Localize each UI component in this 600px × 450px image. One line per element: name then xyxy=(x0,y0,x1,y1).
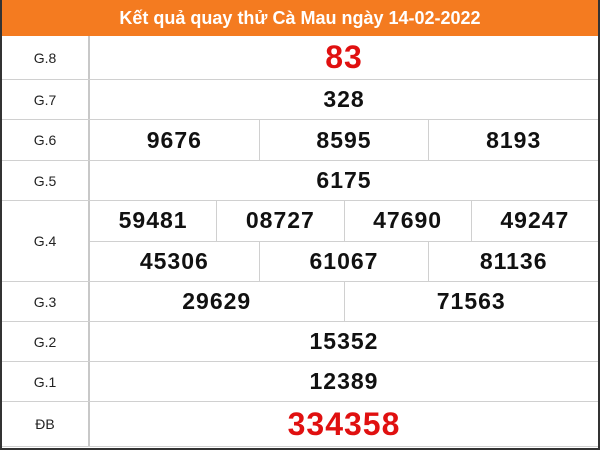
prize-label: G.2 xyxy=(2,322,90,361)
prize-number: 12389 xyxy=(309,368,379,394)
prize-row: G.8 83 xyxy=(2,36,598,80)
prize-number: 9676 xyxy=(146,126,202,153)
prize-number: 71563 xyxy=(343,282,599,321)
prize-numbers: 83 xyxy=(90,36,598,79)
number-row: 83 xyxy=(90,36,598,79)
number-row: 328 xyxy=(90,80,598,119)
prize-label: G.8 xyxy=(2,36,90,79)
prize-label: G.1 xyxy=(2,362,90,401)
prize-numbers: 9676 8595 8193 xyxy=(90,120,598,160)
prize-numbers: 6175 xyxy=(90,161,598,200)
prize-number: 8595 xyxy=(258,120,429,160)
number-row: 6175 xyxy=(90,161,598,200)
prize-row: G.1 12389 xyxy=(2,362,598,402)
prize-label: G.7 xyxy=(2,80,90,119)
number-row: 29629 71563 xyxy=(90,282,598,321)
prize-label: G.6 xyxy=(2,120,90,160)
prize-numbers: 59481 08727 47690 49247 45306 61067 81136 xyxy=(90,201,598,281)
prize-numbers: 334358 xyxy=(90,402,598,446)
table-title: Kết quả quay thử Cà Mau ngày 14-02-2022 xyxy=(2,0,598,36)
prize-label: G.3 xyxy=(2,282,90,321)
prize-label: ĐB xyxy=(2,402,90,446)
prize-number: 59481 xyxy=(118,207,188,234)
prize-numbers: 328 xyxy=(90,80,598,119)
prize-number: 15352 xyxy=(309,328,379,354)
prize-row: ĐB 334358 xyxy=(2,402,598,447)
prize-number: 29629 xyxy=(182,288,252,314)
prize-number: 45306 xyxy=(139,247,209,274)
table-body: G.8 83 G.7 328 G.6 9676 8595 8193 G.5 6175 G.4 5948… xyxy=(2,36,598,447)
prize-numbers: 12389 xyxy=(90,362,598,401)
prize-row: G.5 6175 xyxy=(2,161,598,201)
prize-row: G.6 9676 8595 8193 xyxy=(2,120,598,161)
prize-row: G.7 328 xyxy=(2,80,598,120)
prize-row: G.2 15352 xyxy=(2,322,598,362)
prize-number: 61067 xyxy=(258,241,429,281)
prize-number: 81136 xyxy=(428,241,598,281)
prize-number: 49247 xyxy=(470,201,598,241)
number-row: 9676 8595 8193 xyxy=(90,120,598,160)
number-row: 59481 08727 47690 49247 xyxy=(90,201,598,241)
prize-number: 47690 xyxy=(343,201,471,241)
prize-row: G.3 29629 71563 xyxy=(2,282,598,322)
prize-number: 83 xyxy=(325,39,363,75)
prize-row: G.4 59481 08727 47690 49247 45306 61067 81136 xyxy=(2,201,598,282)
prize-number: 328 xyxy=(323,86,365,112)
prize-number: 08727 xyxy=(216,201,343,241)
prize-number: 334358 xyxy=(287,405,401,442)
number-row: 334358 xyxy=(90,402,598,446)
prize-number: 8193 xyxy=(428,120,598,160)
number-row: 45306 61067 81136 xyxy=(90,240,598,281)
number-row: 15352 xyxy=(90,322,598,361)
prize-numbers: 29629 71563 xyxy=(90,282,598,321)
prize-number: 6175 xyxy=(316,167,372,193)
prize-numbers: 15352 xyxy=(90,322,598,361)
prize-label: G.4 xyxy=(2,201,90,281)
prize-label: G.5 xyxy=(2,161,90,200)
number-row: 12389 xyxy=(90,362,598,401)
